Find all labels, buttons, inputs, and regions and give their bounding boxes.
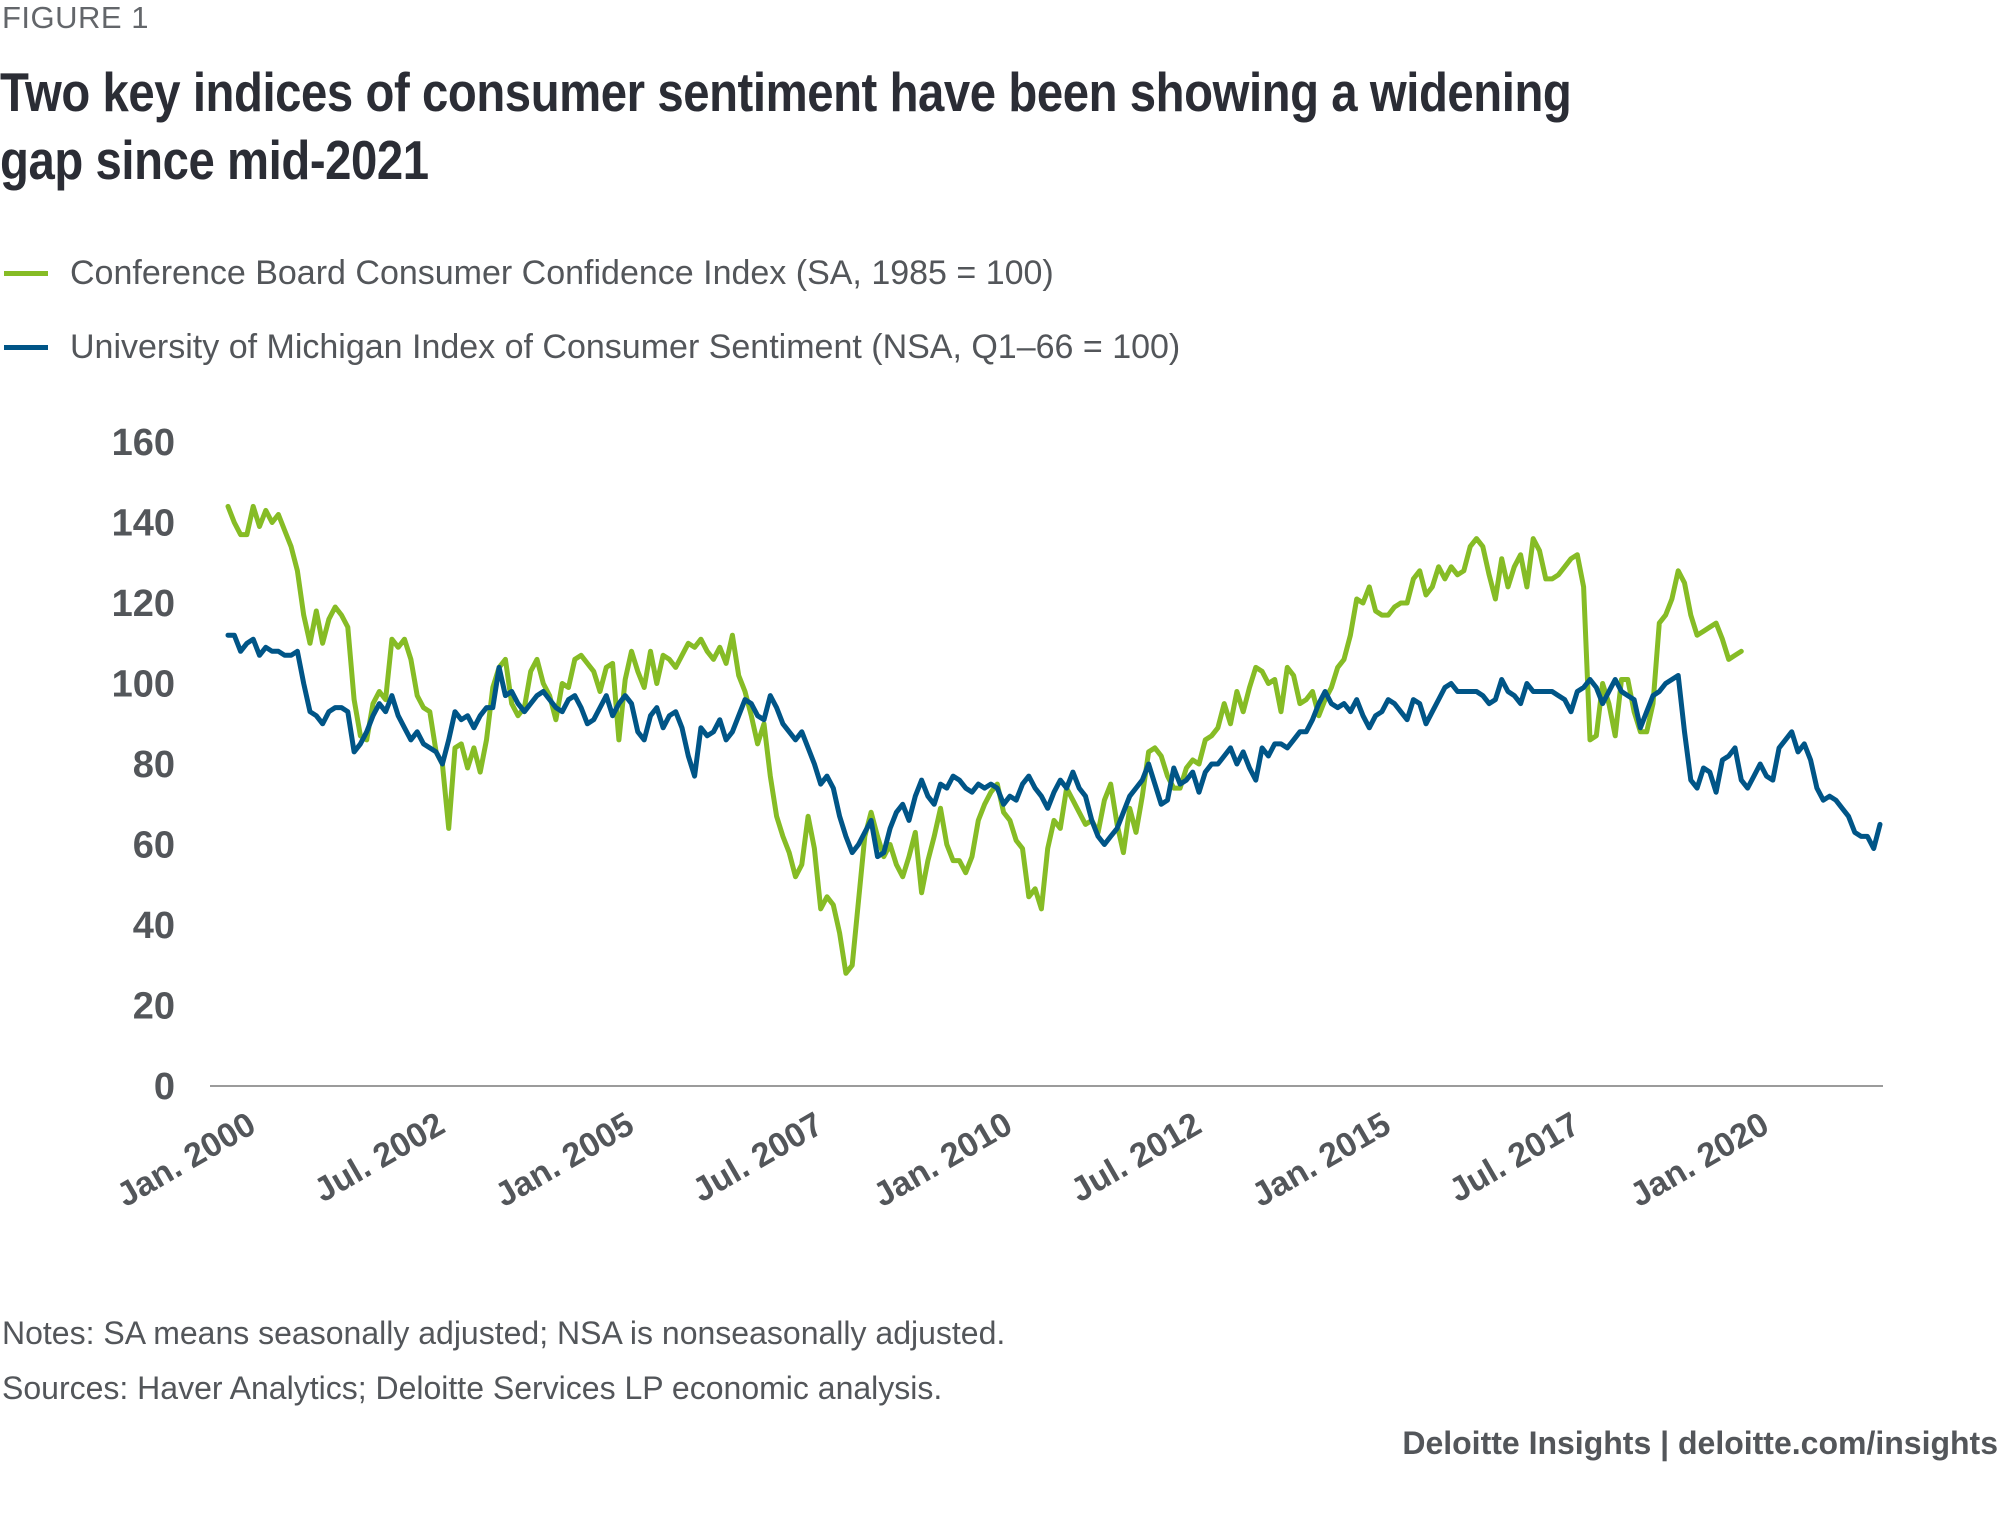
legend-item-conference-board: Conference Board Consumer Confidence Ind…: [0, 236, 1180, 310]
notes: Notes: SA means seasonally adjusted; NSA…: [2, 1315, 1006, 1351]
x-axis: Jan. 2000 Jul. 2002 Jan. 2005 Jul. 2007 Jan.…: [110, 1105, 1775, 1214]
legend-item-michigan: University of Michigan Index of Consumer…: [0, 310, 1180, 384]
y-tick-label: 120: [112, 583, 175, 625]
series-lines: [225, 503, 1883, 976]
series-line-michigan: [225, 632, 1883, 860]
y-tick-label: 100: [112, 664, 175, 706]
legend: Conference Board Consumer Confidence Ind…: [0, 236, 1180, 384]
series-line-conference-board: [225, 503, 1744, 976]
x-tick-label: Jul. 2007: [686, 1105, 829, 1210]
credit: Deloitte Insights | deloitte.com/insight…: [1402, 1425, 1998, 1461]
y-tick-label: 40: [133, 905, 175, 947]
x-tick-label: Jan. 2015: [1245, 1105, 1397, 1214]
y-tick-label: 60: [133, 825, 175, 867]
x-tick-label: Jan. 2005: [489, 1105, 641, 1214]
legend-swatch-green: [4, 270, 48, 276]
x-tick-label: Jul. 2012: [1064, 1105, 1207, 1210]
y-tick-label: 20: [133, 986, 175, 1028]
figure-label: FIGURE 1: [2, 0, 149, 35]
chart-title: Two key indices of consumer sentiment ha…: [0, 61, 1572, 191]
y-tick-label: 140: [112, 503, 175, 545]
line-chart: 0 20 40 60 80 100 120 140 160 Jan. 2000 Jul. 2002…: [110, 422, 1883, 1214]
y-tick-label: 160: [112, 422, 175, 464]
x-tick-label: Jul. 2002: [308, 1105, 451, 1210]
legend-swatch-blue: [4, 344, 48, 350]
y-axis: 0 20 40 60 80 100 120 140 160: [112, 422, 175, 1108]
x-tick-label: Jan. 2010: [867, 1105, 1019, 1214]
legend-label: Conference Board Consumer Confidence Ind…: [70, 253, 1054, 292]
legend-label: University of Michigan Index of Consumer…: [70, 327, 1181, 366]
x-tick-label: Jul. 2017: [1443, 1105, 1586, 1210]
x-tick-label: Jan. 2020: [1624, 1105, 1776, 1214]
sources: Sources: Haver Analytics; Deloitte Servi…: [2, 1370, 943, 1406]
x-tick-label: Jan. 2000: [110, 1105, 262, 1214]
y-tick-label: 80: [133, 744, 175, 786]
y-tick-label: 0: [154, 1066, 175, 1108]
